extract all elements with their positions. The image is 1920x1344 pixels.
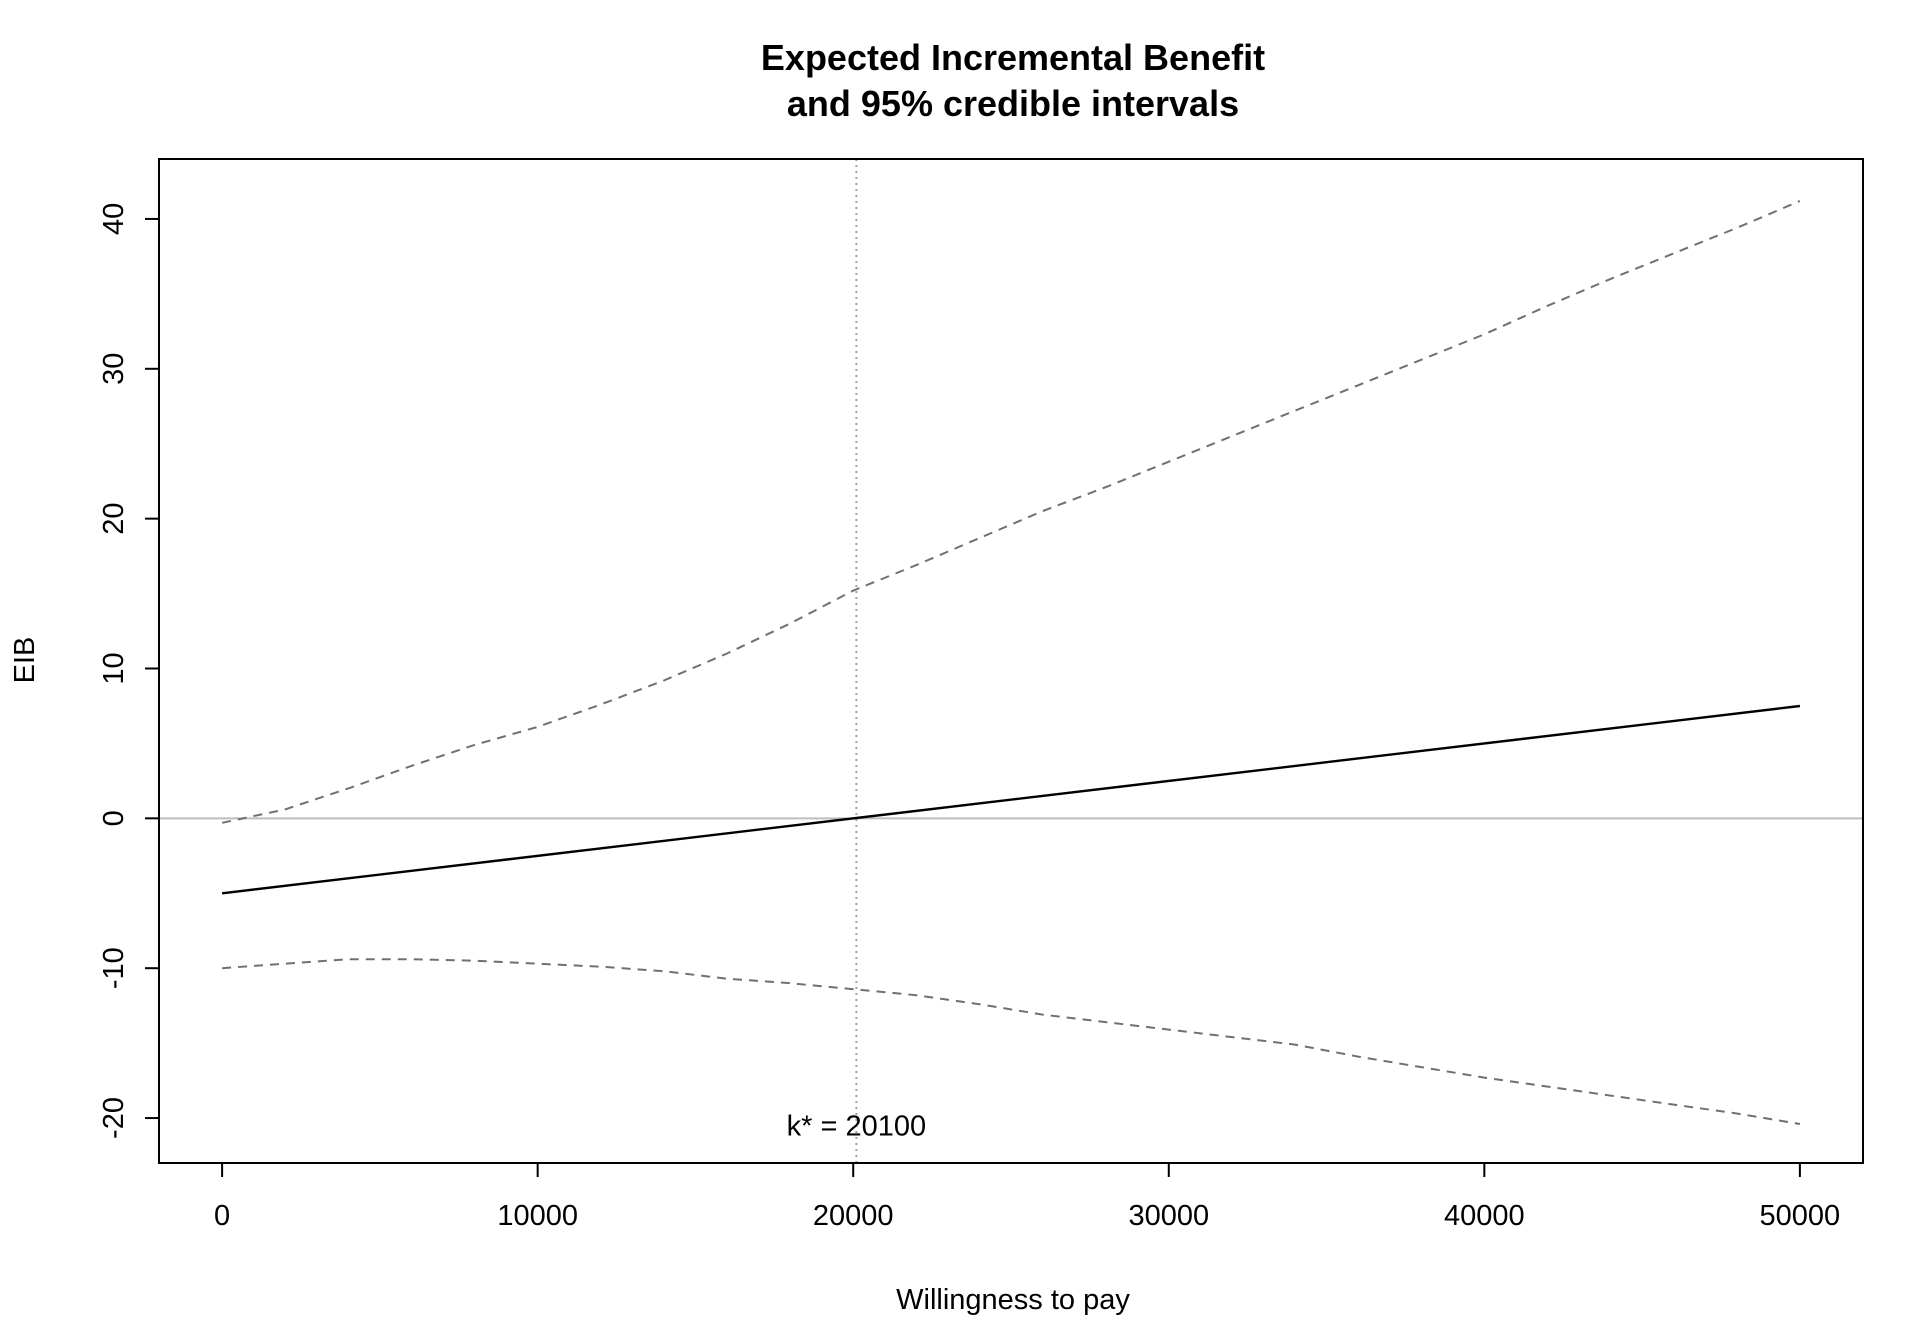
x-tick-label: 10000 — [497, 1200, 578, 1232]
chart-subtitle: and 95% credible intervals — [787, 83, 1239, 124]
x-axis-label: Willingness to pay — [896, 1284, 1130, 1316]
y-tick-label: 40 — [98, 203, 130, 235]
y-tick-label: 20 — [98, 502, 130, 534]
x-tick-label: 20000 — [813, 1200, 894, 1232]
x-tick-label: 30000 — [1128, 1200, 1209, 1232]
x-tick-label: 50000 — [1760, 1200, 1841, 1232]
plot-area: k* = 20100 — [159, 159, 1863, 1163]
axes: 0 10000 20000 30000 40000 50000 -20 -10 0 10 20 30 4… — [98, 158, 1864, 1232]
y-tick-label: -20 — [98, 1097, 130, 1139]
y-tick-label: 10 — [98, 652, 130, 684]
y-tick-label: 30 — [98, 353, 130, 385]
breakeven-annotation: k* = 20100 — [787, 1111, 926, 1143]
y-tick-label: -10 — [98, 947, 130, 989]
x-tick-label: 0 — [214, 1200, 230, 1232]
y-axis-label: EIB — [9, 637, 41, 684]
series-line-lower-ci — [222, 958, 1801, 1125]
series-line-eib — [221, 704, 1801, 895]
y-tick-label: 0 — [98, 810, 130, 826]
chart-title: Expected Incremental Benefit — [761, 37, 1265, 78]
series-line-upper-ci — [221, 200, 1801, 824]
x-tick-label: 40000 — [1444, 1200, 1525, 1232]
